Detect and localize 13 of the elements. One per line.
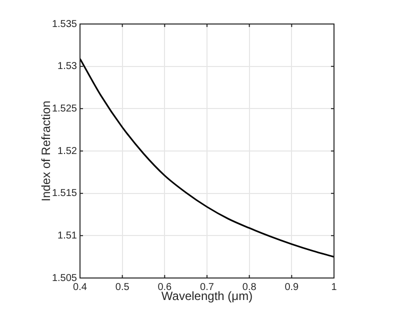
x-tick-label: 0.4	[73, 282, 88, 293]
y-tick-label: 1.505	[52, 272, 78, 284]
x-tick-label: 0.9	[284, 282, 300, 293]
y-tick-label: 1.53	[58, 61, 78, 72]
y-tick-label: 1.51	[58, 230, 78, 242]
y-tick-label: 1.525	[52, 103, 78, 114]
y-tick-label: 1.535	[52, 18, 78, 30]
x-tick-label: 0.5	[115, 282, 130, 293]
y-axis-title: Index of Refraction	[39, 100, 53, 202]
x-tick-label: 1	[331, 282, 338, 293]
line-series	[80, 58, 334, 258]
y-tick-label: 1.515	[52, 188, 78, 200]
y-tick-label: 1.52	[58, 146, 78, 157]
